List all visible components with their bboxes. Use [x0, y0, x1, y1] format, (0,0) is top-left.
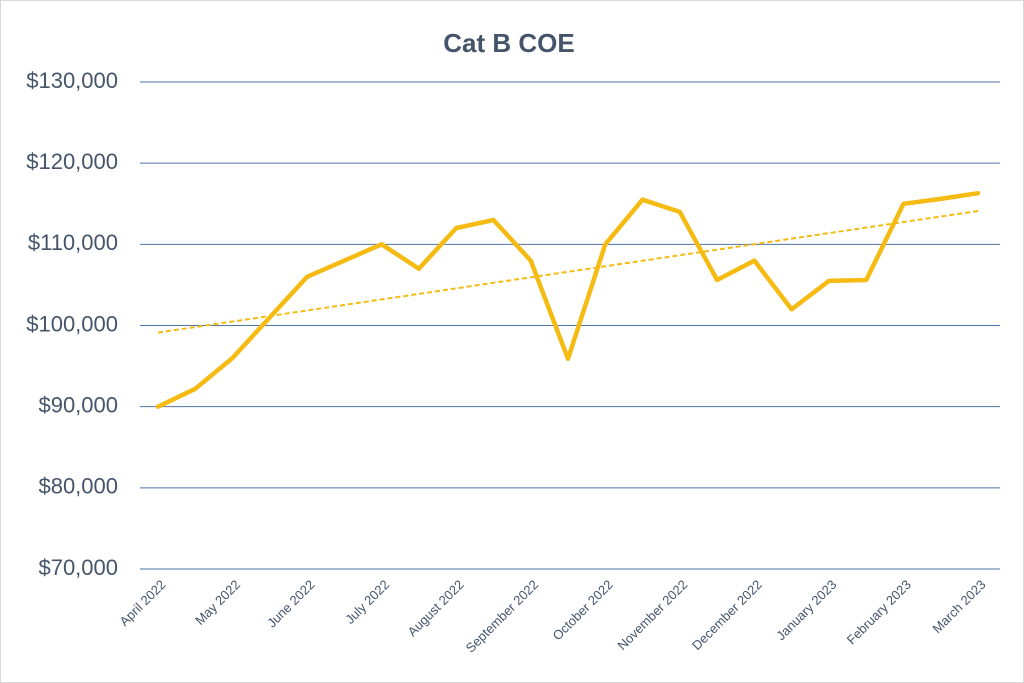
y-tick-label: $90,000: [38, 392, 118, 417]
y-tick-label: $110,000: [28, 230, 118, 255]
y-tick-label: $130,000: [26, 68, 118, 93]
y-tick-label: $120,000: [26, 149, 118, 174]
y-tick-label: $70,000: [38, 555, 118, 580]
y-tick-label: $100,000: [26, 311, 118, 336]
chart-title: Cat B COE: [443, 28, 574, 58]
y-tick-label: $80,000: [38, 474, 118, 499]
data-line: [155, 190, 981, 409]
trend-line: [157, 210, 979, 334]
